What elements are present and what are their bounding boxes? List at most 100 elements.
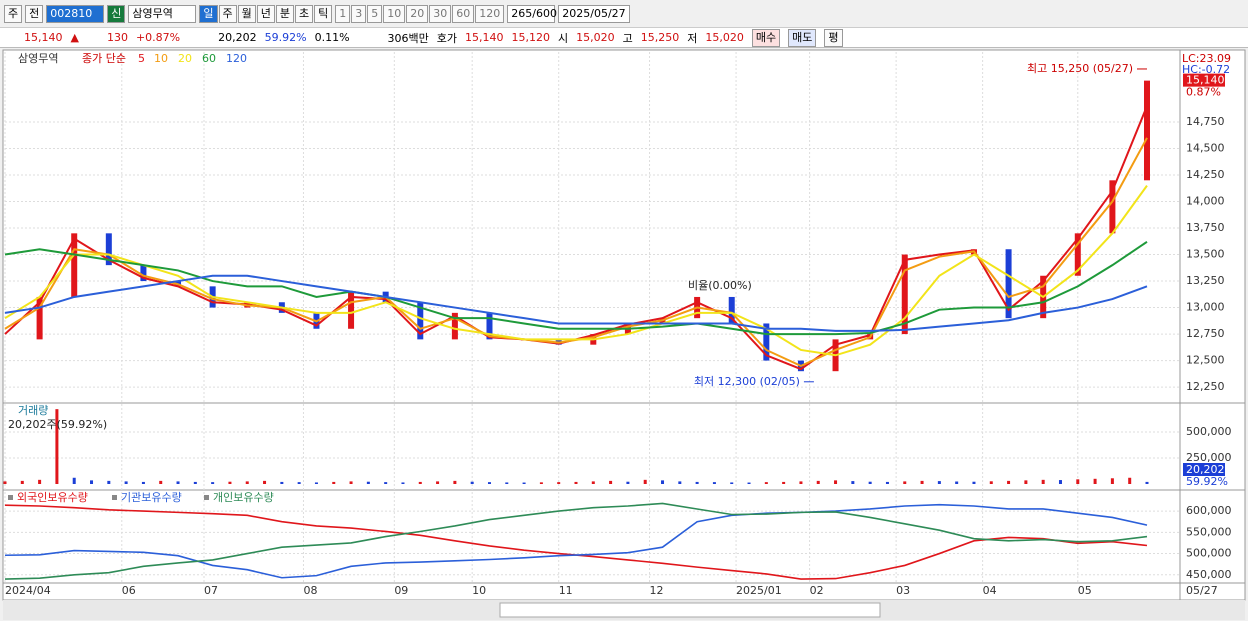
- volume-last-rate: 59.92%: [1186, 475, 1228, 488]
- count[interactable]: 265/600: [507, 4, 557, 23]
- date[interactable]: 2025/05/27: [558, 4, 630, 23]
- y-tick-label: 500,000: [1186, 547, 1232, 560]
- x-tick-label: 08: [303, 584, 317, 597]
- series-line: [4, 503, 1148, 579]
- y-tick-label: 13,250: [1186, 274, 1225, 287]
- y-tick-label: 450,000: [1186, 568, 1232, 581]
- volume-bar: [1110, 478, 1114, 484]
- legend-swatch: [112, 495, 117, 500]
- volume-title: 거래량: [18, 404, 48, 417]
- volume-bar: [730, 482, 734, 484]
- x-tick-label: 02: [810, 584, 824, 597]
- volume-bar: [955, 481, 959, 484]
- rate: +0.87%: [135, 31, 181, 44]
- volume-bar: [349, 481, 353, 484]
- volume-bar: [591, 481, 595, 484]
- volume-bar: [159, 480, 163, 484]
- amount: 306백만: [387, 31, 429, 45]
- avg[interactable]: 평: [824, 28, 843, 47]
- x-tick-label: 05: [1078, 584, 1092, 597]
- volume-bar: [972, 481, 976, 484]
- volume-bar: [72, 477, 76, 484]
- candle: [348, 291, 355, 329]
- volume-bar: [297, 482, 301, 484]
- x-tick-label: 03: [896, 584, 910, 597]
- interval[interactable]: 10: [383, 4, 406, 23]
- candle: [901, 254, 908, 335]
- intervals: 1 3 5 10 20 30 60 120: [335, 4, 505, 23]
- sell[interactable]: 매도: [788, 28, 817, 47]
- chart-title: 삼영무역: [18, 52, 58, 65]
- buy[interactable]: 매수: [751, 28, 781, 47]
- series-line: [4, 502, 1148, 580]
- period[interactable]: 초: [295, 4, 314, 23]
- volume-bar: [868, 481, 872, 484]
- interval[interactable]: 60: [452, 4, 475, 23]
- last-price: 15,140: [1186, 74, 1225, 87]
- low-label: 저: [687, 31, 698, 45]
- high: 15,250: [640, 31, 680, 44]
- candle: [763, 323, 770, 361]
- period[interactable]: 일: [199, 4, 218, 23]
- interval[interactable]: 120: [475, 4, 505, 23]
- high-label: 고: [622, 31, 633, 45]
- volume-bar: [176, 481, 180, 484]
- period[interactable]: 틱: [314, 4, 333, 23]
- period[interactable]: 년: [256, 4, 275, 23]
- period[interactable]: 주: [218, 4, 237, 23]
- candle: [71, 233, 78, 297]
- volume-bar: [20, 480, 24, 484]
- period[interactable]: 월: [237, 4, 256, 23]
- code[interactable]: 002810: [46, 4, 105, 23]
- candle: [486, 312, 493, 340]
- interval[interactable]: 1: [335, 4, 351, 23]
- volume-bar: [1041, 479, 1045, 484]
- volume-bar: [141, 481, 145, 484]
- prev[interactable]: 전: [25, 4, 44, 23]
- volume-bar: [712, 482, 716, 484]
- open-label: 시: [558, 31, 569, 45]
- legend-entry: 외국인보유수량: [17, 491, 88, 504]
- market[interactable]: 주: [4, 4, 23, 23]
- y-tick-label: 250,000: [1186, 451, 1232, 464]
- period[interactable]: 분: [275, 4, 294, 23]
- chart-area: 2024/04 06 07 08 09 10 11 12 2025/01 02 03 04 05 05/2…: [2, 49, 1246, 620]
- candle: [1005, 249, 1012, 319]
- volume-bar: [557, 482, 561, 484]
- volume-bar: [228, 481, 232, 484]
- volume-annotation: 20,202주(59.92%): [8, 418, 107, 431]
- turnover: 0.11%: [314, 31, 350, 44]
- y-tick-label: 14,750: [1186, 115, 1225, 128]
- volume-bar: [1024, 480, 1028, 484]
- y-tick-label: 500,000: [1186, 425, 1232, 438]
- count-max: /600: [532, 6, 557, 20]
- y-tick-label: 12,250: [1186, 380, 1225, 393]
- scroll-thumb[interactable]: [499, 602, 881, 618]
- volume-bar: [211, 482, 215, 484]
- volume-bar: [747, 482, 751, 484]
- open: 15,020: [576, 31, 615, 44]
- volume-bar: [401, 482, 405, 484]
- legend-label: 종가 단순: [82, 52, 126, 65]
- volume: 20,202: [218, 31, 257, 44]
- interval[interactable]: 20: [406, 4, 429, 23]
- volume-bar: [107, 480, 111, 484]
- series-line: [4, 185, 1148, 357]
- interval[interactable]: 5: [367, 4, 383, 23]
- interval[interactable]: 30: [429, 4, 452, 23]
- candle: [105, 233, 112, 266]
- legend-entry: 120: [226, 52, 247, 65]
- legend-entry: 20: [178, 52, 192, 65]
- volume-bar: [245, 481, 249, 484]
- stock-name[interactable]: 삼영무역: [128, 4, 197, 23]
- vol-rate: 59.92%: [264, 31, 307, 44]
- volume-bar: [695, 481, 699, 484]
- x-tick-label: 07: [204, 584, 218, 597]
- interval[interactable]: 3: [351, 4, 367, 23]
- price: 15,140: [24, 31, 63, 44]
- last-rate: 0.87%: [1186, 86, 1221, 99]
- x-tick-label: 06: [122, 584, 136, 597]
- candle: [36, 296, 43, 340]
